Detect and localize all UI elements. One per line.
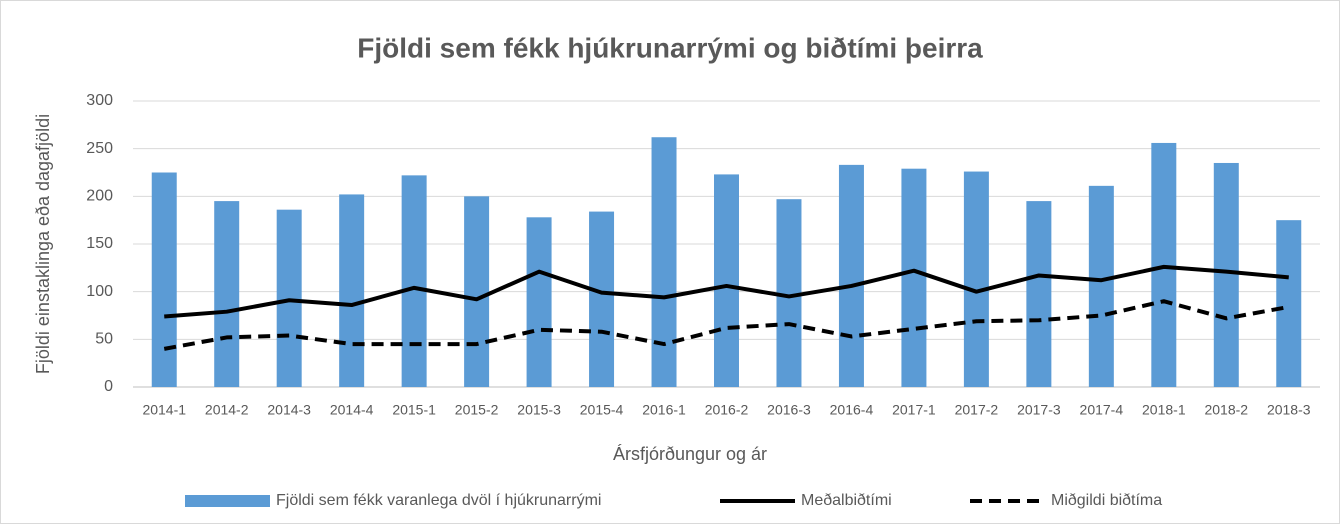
bar (214, 201, 240, 387)
bar (963, 171, 989, 387)
legend-label: Fjöldi sem fékk varanlega dvöl í hjúkrun… (276, 492, 601, 509)
y-tick-label: 300 (86, 92, 113, 109)
y-axis-label: Fjöldi einstaklinga eða dagafjöldi (33, 114, 53, 374)
y-tick-label: 250 (86, 140, 113, 157)
x-tick-label: 2018-2 (1204, 402, 1248, 418)
bar (1213, 162, 1239, 387)
y-tick-label: 100 (86, 283, 113, 300)
x-tick-label: 2018-1 (1142, 402, 1186, 418)
x-tick-label: 2017-4 (1080, 402, 1124, 418)
bar (714, 174, 739, 387)
y-tick-label: 0 (104, 378, 113, 395)
x-tick-label: 2014-3 (267, 402, 311, 418)
x-tick-label: 2015-1 (392, 402, 436, 418)
x-tick-label: 2014-2 (205, 402, 249, 418)
chart-title: Fjöldi sem fékk hjúkrunarrými og biðtími… (357, 32, 983, 63)
y-tick-label: 150 (86, 235, 113, 252)
bar (1026, 201, 1052, 387)
bar (526, 217, 552, 387)
y-tick-label: 50 (95, 331, 113, 348)
x-axis-label: Ársfjórðungur og ár (613, 444, 767, 464)
bar (151, 172, 177, 387)
x-tick-label: 2017-2 (955, 402, 999, 418)
series-line (164, 264, 1289, 319)
y-tick-label: 200 (86, 188, 113, 205)
bar (901, 168, 927, 387)
x-tick-label: 2016-2 (705, 402, 749, 418)
bar (589, 211, 615, 387)
x-tick-label: 2018-3 (1267, 402, 1311, 418)
x-tick-label: 2014-1 (142, 402, 186, 418)
bar (651, 137, 677, 387)
x-tick-label: 2016-3 (767, 402, 811, 418)
bar (401, 175, 427, 387)
x-tick-label: 2017-1 (892, 402, 936, 418)
x-tick-label: 2015-2 (455, 402, 499, 418)
x-tick-label: 2016-4 (830, 402, 874, 418)
x-tick-label: 2016-1 (642, 402, 686, 418)
bar (464, 196, 490, 387)
legend-label: Meðalbiðtími (801, 492, 892, 509)
bar (838, 164, 864, 387)
bar (1276, 220, 1302, 387)
x-tick-label: 2015-4 (580, 402, 624, 418)
legend-label: Miðgildi biðtíma (1051, 492, 1162, 509)
x-tick-label: 2014-4 (330, 402, 374, 418)
bar (339, 194, 365, 387)
bar (1088, 185, 1114, 387)
x-tick-label: 2015-3 (517, 402, 561, 418)
x-tick-label: 2017-3 (1017, 402, 1061, 418)
legend-swatch (185, 495, 270, 507)
